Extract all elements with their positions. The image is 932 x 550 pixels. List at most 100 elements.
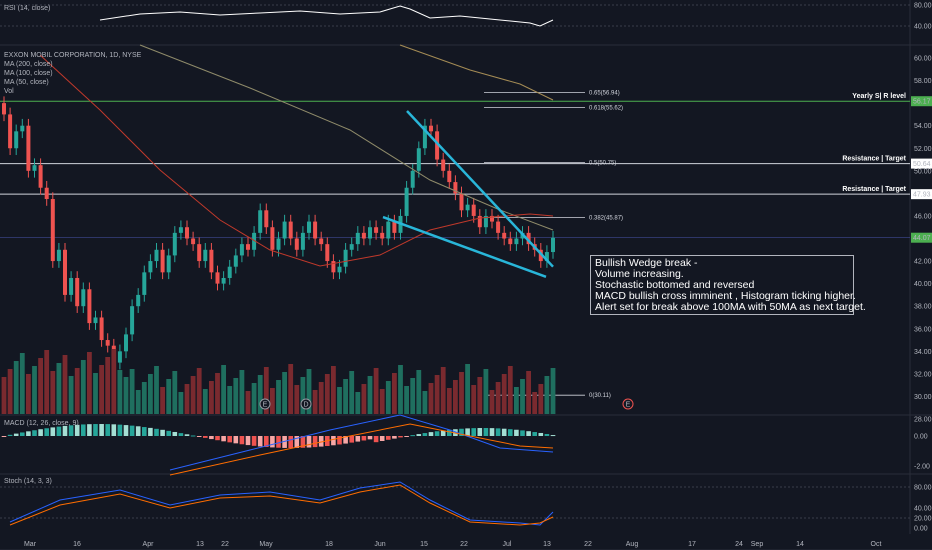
candle-body: [416, 148, 421, 171]
macd-histogram-bar: [300, 436, 306, 448]
candle-body: [355, 232, 360, 245]
volume-bar: [379, 389, 385, 414]
macd-histogram-bar: [459, 428, 464, 436]
price-tick-label: 54.00: [914, 123, 932, 130]
candle-body: [154, 249, 159, 262]
volume-bar: [105, 357, 111, 414]
macd-histogram-bar: [282, 436, 287, 448]
candle-body: [300, 232, 305, 250]
volume-bar: [398, 365, 403, 414]
vol-label: Vol: [4, 88, 14, 95]
volume-bar: [526, 371, 531, 414]
candle-body: [8, 114, 13, 149]
date-tick-label: Aug: [626, 541, 639, 548]
macd-histogram-bar: [160, 429, 165, 436]
volume-bar: [154, 366, 159, 414]
macd-histogram-bar: [343, 436, 348, 444]
volume-bar: [483, 369, 489, 414]
rsi-line: [99, 5, 554, 27]
candle-body: [81, 289, 86, 307]
macd-histogram-bar: [166, 430, 171, 436]
macd-histogram-bar: [514, 429, 519, 436]
date-tick-label: 22: [221, 541, 229, 548]
fib-level-label: 0.5(50.75): [589, 160, 616, 166]
volume-bar: [166, 379, 172, 414]
volume-bar: [117, 370, 123, 414]
note-line: Alert set for break above 100MA with 50M…: [595, 301, 866, 313]
candle-body: [508, 238, 513, 245]
event-label: D: [303, 402, 308, 409]
macd-histogram-bar: [312, 436, 318, 448]
event-icon: [300, 398, 312, 410]
macd-histogram-bar: [81, 424, 86, 436]
candle-body: [124, 334, 128, 352]
candle-body: [197, 244, 202, 262]
price-tick-label: 34.00: [914, 349, 932, 356]
candle-body: [337, 266, 342, 273]
macd-histogram-bar: [532, 432, 537, 436]
volume-bar: [178, 392, 184, 414]
candle-body: [551, 237, 555, 253]
fib-level-label: 0(30.11): [589, 393, 611, 399]
volume-bar: [544, 376, 550, 414]
macd-histogram-bar: [227, 436, 232, 443]
price-tag: [911, 158, 932, 169]
macd-histogram-bar: [416, 434, 422, 436]
macd-histogram-bar: [306, 436, 312, 448]
macd-histogram-bar: [74, 424, 80, 436]
macd-histogram-bar: [1, 436, 7, 437]
candle-body: [477, 215, 482, 228]
macd-histogram-bar: [111, 424, 117, 436]
candle-body: [483, 215, 488, 228]
candle-body: [276, 238, 281, 250]
volume-bar: [172, 371, 178, 414]
macd-histogram-bar: [495, 428, 501, 436]
candle-body: [50, 199, 55, 262]
candle-body: [465, 204, 470, 211]
sr-level-label: Resistance | Target: [842, 186, 906, 193]
volume-bar: [373, 368, 379, 414]
volume-bar: [257, 375, 263, 414]
candle-body: [148, 261, 153, 273]
macd-histogram-bar: [7, 434, 13, 436]
macd-histogram-bar: [99, 424, 104, 436]
macd-histogram-bar: [367, 436, 373, 440]
price-tick-label: 32.00: [914, 371, 932, 378]
ma100-label: MA (100, close): [4, 70, 53, 77]
ma200-line: [399, 44, 554, 101]
volume-bar: [251, 383, 257, 414]
macd-histogram-bar: [245, 436, 251, 446]
volume-bar: [80, 360, 86, 414]
macd-histogram-bar: [361, 436, 367, 441]
rsi-tick-label: 80.00: [914, 3, 932, 10]
price-tick-label: 50.00: [914, 168, 932, 175]
candle-body: [38, 165, 43, 188]
candle-body: [447, 170, 452, 183]
volume-bar: [471, 385, 477, 414]
date-tick-label: 13: [543, 541, 551, 548]
volume-bar: [532, 392, 538, 414]
price-tick-label: 60.00: [914, 56, 932, 63]
candle-body: [221, 277, 226, 284]
volume-bar: [367, 376, 373, 414]
macd-histogram-bar: [20, 432, 25, 436]
volume-bar: [13, 361, 19, 414]
macd-histogram-bar: [550, 435, 556, 437]
macd-histogram-bar: [257, 436, 263, 447]
macd-histogram-bar: [349, 436, 354, 443]
candle-body: [130, 306, 135, 335]
candle-body: [544, 252, 549, 262]
volume-bar: [538, 384, 544, 414]
volume-bar: [331, 366, 336, 414]
date-tick-label: 18: [325, 541, 333, 548]
volume-bar: [1, 377, 7, 414]
candle-body: [69, 277, 74, 295]
price-tick-label: 38.00: [914, 304, 932, 311]
volume-bar: [93, 373, 98, 414]
volume-bar: [324, 374, 330, 414]
candle-body: [26, 125, 31, 171]
macd-histogram-bar: [440, 430, 446, 436]
macd-histogram-bar: [373, 436, 379, 443]
volume-bar: [7, 369, 13, 414]
